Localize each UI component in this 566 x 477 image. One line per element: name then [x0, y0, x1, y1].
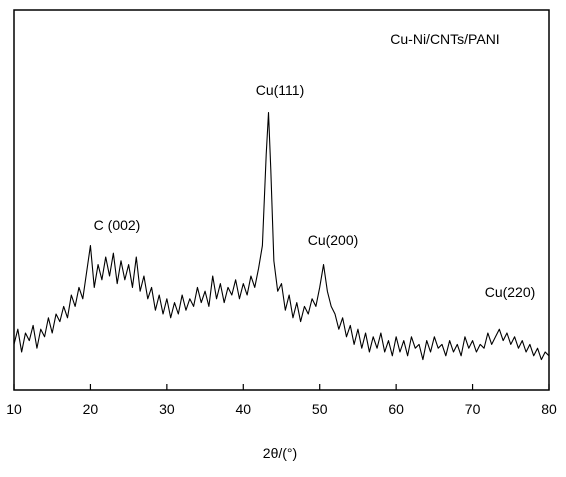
x-tick-label: 50 — [312, 401, 328, 417]
annotation: Cu(220) — [485, 284, 536, 300]
x-tick-label: 30 — [159, 401, 175, 417]
x-tick-label: 20 — [83, 401, 99, 417]
x-tick-label: 80 — [541, 401, 557, 417]
annotation: C (002) — [94, 217, 141, 233]
x-tick-label: 60 — [388, 401, 404, 417]
x-tick-label: 10 — [6, 401, 22, 417]
x-axis-label: 2θ/(°) — [263, 445, 297, 461]
data-line — [13, 112, 550, 361]
plot-frame — [13, 9, 550, 391]
legend-label: Cu-Ni/CNTs/PANI — [390, 31, 499, 47]
annotation: Cu(111) — [256, 82, 305, 98]
x-tick-label: 40 — [235, 401, 251, 417]
annotation: Cu(200) — [308, 232, 359, 248]
x-tick-label: 70 — [465, 401, 481, 417]
